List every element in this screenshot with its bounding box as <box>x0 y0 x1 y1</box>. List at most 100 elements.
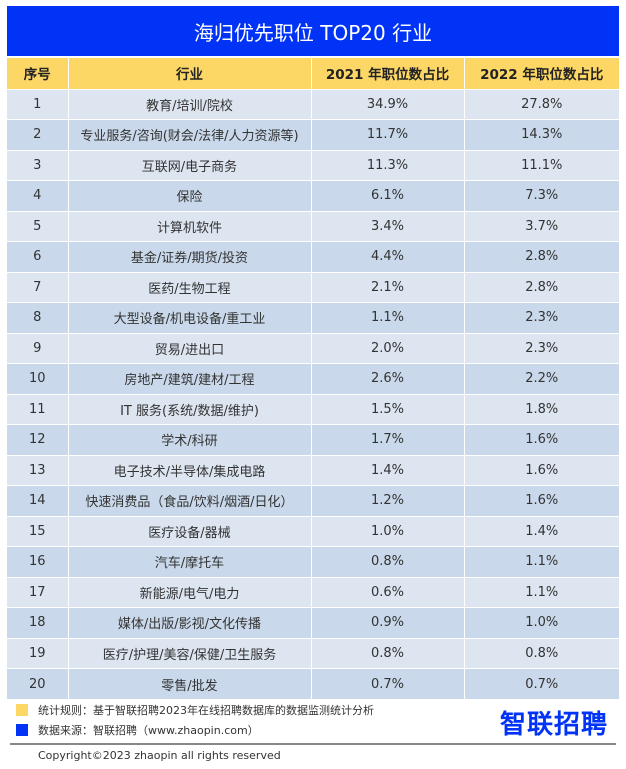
cell-share-2022: 1.4% <box>463 515 619 547</box>
cell-industry: 大型设备/机电设备/重工业 <box>67 302 311 333</box>
cell-share-2022: 2.3% <box>463 302 619 333</box>
table-row: 20 零售/批发 0.7% 0.7% <box>7 668 619 699</box>
cell-share-2022: 1.1% <box>463 576 619 608</box>
table-row: 13 电子技术/半导体/集成电路 1.4% 1.6% <box>7 454 619 486</box>
table-row: 6 基金/证券/期货/投资 4.4% 2.8% <box>7 241 619 272</box>
copyright: Copyright©2023 zhaopin all rights reserv… <box>38 749 281 762</box>
cell-share-2021: 34.9% <box>310 88 464 120</box>
table-container: 海归优先职位 TOP20 行业 序号 行业 2021 年职位数占比 2022 年… <box>7 6 619 699</box>
cell-rank: 9 <box>7 332 68 364</box>
cell-share-2021: 0.8% <box>310 546 464 577</box>
table-row: 4 保险 6.1% 7.3% <box>7 180 619 211</box>
cell-share-2022: 14.3% <box>463 119 619 150</box>
cell-industry: 计算机软件 <box>67 210 311 242</box>
cell-share-2021: 0.7% <box>310 668 464 699</box>
cell-rank: 14 <box>7 485 68 516</box>
cell-industry: 零售/批发 <box>67 668 311 699</box>
cell-industry: 房地产/建筑/建材/工程 <box>67 363 311 394</box>
zhaopin-logo: 智联招聘 <box>499 710 608 740</box>
header-2021: 2021 年职位数占比 <box>310 56 464 89</box>
cell-share-2022: 7.3% <box>463 180 619 211</box>
cell-share-2021: 0.9% <box>310 607 464 638</box>
cell-share-2022: 0.7% <box>463 668 619 699</box>
table-header-row: 序号 行业 2021 年职位数占比 2022 年职位数占比 <box>7 56 619 89</box>
header-industry: 行业 <box>67 56 311 89</box>
cell-share-2022: 2.8% <box>463 271 619 303</box>
header-2022: 2022 年职位数占比 <box>463 56 619 89</box>
cell-rank: 2 <box>7 119 68 150</box>
cell-industry: 学术/科研 <box>67 424 311 455</box>
cell-rank: 5 <box>7 210 68 242</box>
cell-industry: 医药/生物工程 <box>67 271 311 303</box>
cell-industry: 基金/证券/期货/投资 <box>67 241 311 272</box>
cell-share-2021: 1.7% <box>310 424 464 455</box>
cell-share-2022: 1.6% <box>463 485 619 516</box>
table-row: 2 专业服务/咨询(财会/法律/人力资源等) 11.7% 14.3% <box>7 119 619 150</box>
table-row: 14 快速消费品（食品/饮料/烟酒/日化） 1.2% 1.6% <box>7 485 619 516</box>
cell-rank: 18 <box>7 607 68 638</box>
cell-rank: 12 <box>7 424 68 455</box>
cell-share-2022: 1.8% <box>463 393 619 425</box>
cell-share-2021: 2.6% <box>310 363 464 394</box>
footer-notes: 统计规则：基于智联招聘2023年在线招聘数据库的数据监测统计分析 数据来源：智联… <box>16 700 374 740</box>
header-rank: 序号 <box>7 56 68 89</box>
table-row: 18 媒体/出版/影视/文化传播 0.9% 1.0% <box>7 607 619 638</box>
table-row: 9 贸易/进出口 2.0% 2.3% <box>7 332 619 364</box>
table-row: 11 IT 服务(系统/数据/维护) 1.5% 1.8% <box>7 393 619 425</box>
cell-industry: 专业服务/咨询(财会/法律/人力资源等) <box>67 119 311 150</box>
statistics-rule: 统计规则：基于智联招聘2023年在线招聘数据库的数据监测统计分析 <box>38 704 374 717</box>
cell-industry: 医疗设备/器械 <box>67 515 311 547</box>
cell-rank: 7 <box>7 271 68 303</box>
yellow-legend-square-icon <box>16 704 28 716</box>
cell-share-2021: 4.4% <box>310 241 464 272</box>
cell-rank: 3 <box>7 149 68 181</box>
cell-share-2022: 1.1% <box>463 546 619 577</box>
cell-share-2022: 1.0% <box>463 607 619 638</box>
cell-share-2021: 0.8% <box>310 637 464 669</box>
cell-industry: 互联网/电子商务 <box>67 149 311 181</box>
table-row: 10 房地产/建筑/建材/工程 2.6% 2.2% <box>7 363 619 394</box>
cell-share-2022: 2.8% <box>463 241 619 272</box>
industry-table: 序号 行业 2021 年职位数占比 2022 年职位数占比 1 教育/培训/院校 3… <box>7 56 619 699</box>
table-row: 16 汽车/摩托车 0.8% 1.1% <box>7 546 619 577</box>
table-row: 12 学术/科研 1.7% 1.6% <box>7 424 619 455</box>
cell-industry: 保险 <box>67 180 311 211</box>
table-row: 19 医疗/护理/美容/保健/卫生服务 0.8% 0.8% <box>7 637 619 669</box>
cell-rank: 4 <box>7 180 68 211</box>
cell-rank: 19 <box>7 637 68 669</box>
cell-rank: 15 <box>7 515 68 547</box>
cell-share-2022: 27.8% <box>463 88 619 120</box>
cell-industry: 贸易/进出口 <box>67 332 311 364</box>
cell-share-2021: 6.1% <box>310 180 464 211</box>
cell-industry: 媒体/出版/影视/文化传播 <box>67 607 311 638</box>
cell-rank: 17 <box>7 576 68 608</box>
cell-industry: 医疗/护理/美容/保健/卫生服务 <box>67 637 311 669</box>
cell-share-2022: 11.1% <box>463 149 619 181</box>
cell-industry: 快速消费品（食品/饮料/烟酒/日化） <box>67 485 311 516</box>
cell-rank: 1 <box>7 88 68 120</box>
cell-share-2021: 1.1% <box>310 302 464 333</box>
table-row: 1 教育/培训/院校 34.9% 27.8% <box>7 88 619 120</box>
cell-share-2021: 2.1% <box>310 271 464 303</box>
cell-rank: 10 <box>7 363 68 394</box>
cell-industry: IT 服务(系统/数据/维护) <box>67 393 311 425</box>
cell-share-2021: 3.4% <box>310 210 464 242</box>
cell-share-2022: 1.6% <box>463 454 619 486</box>
cell-rank: 8 <box>7 302 68 333</box>
cell-share-2022: 0.8% <box>463 637 619 669</box>
table-row: 8 大型设备/机电设备/重工业 1.1% 2.3% <box>7 302 619 333</box>
cell-share-2021: 1.0% <box>310 515 464 547</box>
cell-rank: 11 <box>7 393 68 425</box>
cell-rank: 13 <box>7 454 68 486</box>
cell-share-2021: 11.7% <box>310 119 464 150</box>
table-row: 3 互联网/电子商务 11.3% 11.1% <box>7 149 619 181</box>
page-title: 海归优先职位 TOP20 行业 <box>7 6 619 56</box>
cell-share-2021: 1.4% <box>310 454 464 486</box>
cell-share-2022: 3.7% <box>463 210 619 242</box>
table-row: 17 新能源/电气/电力 0.6% 1.1% <box>7 576 619 608</box>
table-row: 5 计算机软件 3.4% 3.7% <box>7 210 619 242</box>
data-source: 数据来源：智联招聘（www.zhaopin.com） <box>38 724 259 737</box>
cell-share-2021: 11.3% <box>310 149 464 181</box>
blue-legend-square-icon <box>16 724 28 736</box>
cell-share-2022: 2.2% <box>463 363 619 394</box>
